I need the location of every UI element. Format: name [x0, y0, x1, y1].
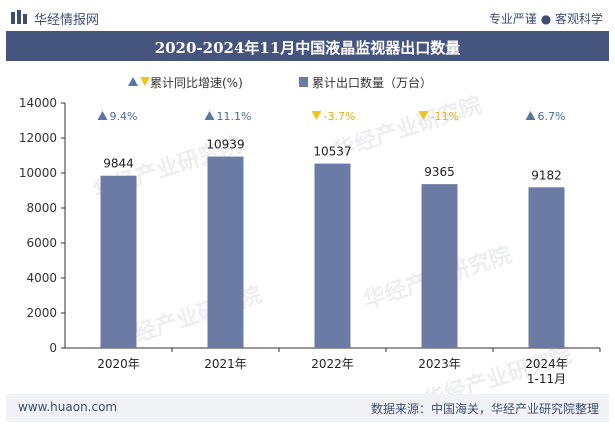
bar	[421, 184, 458, 348]
chart-title: 2020-2024年11月中国液晶监视器出口数量	[154, 39, 461, 57]
bar	[100, 175, 137, 348]
y-tick-label: 8000	[26, 201, 57, 215]
x-tick-label: 2020年	[97, 357, 140, 371]
bar	[207, 156, 244, 348]
bar-value-label: 9844	[103, 157, 134, 171]
legend-export: 累计出口数量（万台）	[299, 74, 433, 91]
growth-down-marker	[311, 111, 322, 120]
x-tick-label: 1-11月	[527, 372, 566, 386]
bar-value-label: 9365	[424, 165, 455, 179]
triangle-up-icon	[128, 77, 138, 86]
x-tick-label: 2023年	[418, 357, 461, 371]
bar-value-label: 10537	[313, 145, 351, 159]
growth-up-marker	[204, 111, 215, 120]
y-tick-label: 2000	[26, 306, 57, 320]
footer-website: www.huaon.com	[18, 400, 118, 414]
growth-down-marker	[418, 111, 429, 120]
x-tick-label: 2022年	[311, 357, 354, 371]
y-tick-label: 6000	[26, 236, 57, 250]
growth-label: -11%	[431, 110, 459, 123]
title-band: 2020-2024年11月中国液晶监视器出口数量	[6, 31, 609, 61]
y-tick-label: 0	[49, 341, 57, 355]
growth-label: 6.7%	[538, 110, 566, 123]
triangle-down-icon	[140, 77, 150, 86]
growth-up-marker	[525, 111, 536, 120]
y-tick-label: 14000	[19, 96, 57, 110]
logo-icon	[11, 10, 27, 24]
bar-value-label: 10939	[206, 138, 244, 152]
growth-label: 11.1%	[217, 110, 252, 123]
legend-bar-swatch	[299, 77, 308, 87]
growth-label: -3.7%	[324, 110, 356, 123]
legend-growth-label: 累计同比增速(%)	[150, 76, 243, 90]
bar	[314, 163, 351, 348]
growth-label: 9.4%	[110, 110, 138, 123]
top-bar: 华经情报网 专业严谨 ● 客观科学	[0, 0, 615, 33]
growth-up-marker	[97, 111, 108, 120]
x-tick-label: 2024年	[525, 357, 568, 371]
y-tick-label: 10000	[19, 166, 57, 180]
x-tick-label: 2021年	[204, 357, 247, 371]
legend: 累计同比增速(%) 累计出口数量（万台）	[0, 72, 615, 92]
bar	[528, 187, 565, 348]
y-tick-label: 12000	[19, 131, 57, 145]
legend-export-label: 累计出口数量（万台）	[312, 76, 433, 90]
footer-band	[6, 394, 609, 422]
y-tick-label: 4000	[26, 271, 57, 285]
brand-name: 华经情报网	[34, 13, 100, 28]
legend-growth: 累计同比增速(%)	[128, 74, 243, 91]
slogan: 专业严谨 ● 客观科学	[488, 12, 603, 26]
footer-source: 数据来源：中国海关，华经产业研究院整理	[370, 402, 599, 416]
bar-value-label: 9182	[531, 168, 562, 182]
